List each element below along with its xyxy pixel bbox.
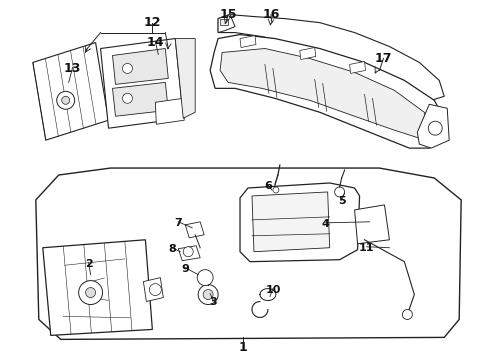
Circle shape bbox=[86, 288, 96, 298]
Circle shape bbox=[78, 280, 102, 305]
Polygon shape bbox=[113, 82, 168, 116]
Text: 10: 10 bbox=[265, 284, 281, 294]
Polygon shape bbox=[100, 39, 183, 128]
Text: 2: 2 bbox=[85, 259, 93, 269]
Circle shape bbox=[122, 63, 132, 73]
Polygon shape bbox=[355, 205, 390, 244]
Polygon shape bbox=[36, 168, 461, 339]
Circle shape bbox=[122, 93, 132, 103]
Circle shape bbox=[183, 247, 193, 257]
Text: 1: 1 bbox=[239, 341, 247, 354]
Text: 8: 8 bbox=[169, 244, 176, 254]
Polygon shape bbox=[300, 48, 316, 59]
Polygon shape bbox=[155, 98, 184, 124]
Polygon shape bbox=[175, 39, 195, 118]
Polygon shape bbox=[252, 192, 330, 252]
Text: 15: 15 bbox=[220, 8, 237, 21]
Text: 13: 13 bbox=[64, 62, 81, 75]
Polygon shape bbox=[240, 36, 256, 48]
Circle shape bbox=[402, 310, 413, 319]
Text: 4: 4 bbox=[322, 219, 330, 229]
Polygon shape bbox=[218, 15, 444, 100]
Text: 3: 3 bbox=[209, 297, 217, 306]
Polygon shape bbox=[113, 49, 168, 84]
Circle shape bbox=[198, 285, 218, 305]
Text: 11: 11 bbox=[359, 243, 374, 253]
Circle shape bbox=[57, 91, 74, 109]
Text: 12: 12 bbox=[144, 16, 161, 29]
Text: 14: 14 bbox=[147, 36, 164, 49]
Circle shape bbox=[273, 187, 279, 193]
Polygon shape bbox=[43, 240, 152, 336]
Polygon shape bbox=[349, 62, 366, 73]
Text: 17: 17 bbox=[375, 52, 392, 65]
Text: 7: 7 bbox=[174, 218, 182, 228]
Polygon shape bbox=[218, 15, 235, 32]
Polygon shape bbox=[240, 183, 360, 262]
Text: 9: 9 bbox=[181, 264, 189, 274]
Polygon shape bbox=[33, 42, 108, 140]
Polygon shape bbox=[185, 222, 204, 238]
Polygon shape bbox=[220, 49, 429, 138]
Circle shape bbox=[203, 289, 213, 300]
Circle shape bbox=[197, 270, 213, 285]
Circle shape bbox=[335, 187, 344, 197]
Polygon shape bbox=[280, 57, 434, 118]
Circle shape bbox=[428, 121, 442, 135]
Polygon shape bbox=[417, 104, 449, 148]
Text: 5: 5 bbox=[338, 196, 345, 206]
Polygon shape bbox=[178, 246, 200, 261]
Circle shape bbox=[149, 284, 161, 296]
Text: 6: 6 bbox=[264, 181, 272, 191]
Circle shape bbox=[62, 96, 70, 104]
Bar bbox=[220, 19, 228, 24]
Polygon shape bbox=[210, 35, 444, 148]
Text: 16: 16 bbox=[262, 8, 280, 21]
Polygon shape bbox=[144, 278, 163, 302]
